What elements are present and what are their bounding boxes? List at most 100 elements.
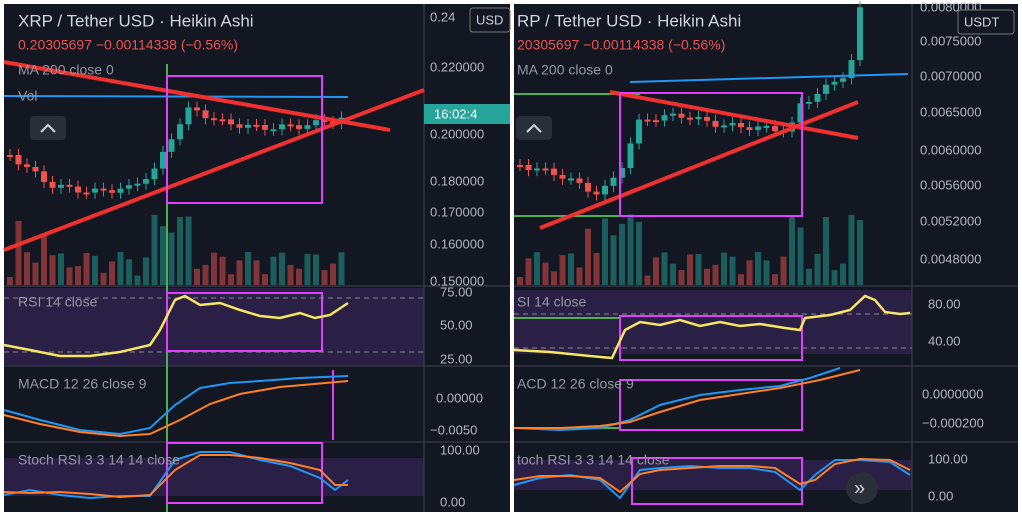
volume-bar <box>296 268 302 285</box>
stoch-band <box>4 458 424 496</box>
stoch-axis: 100.00 <box>440 442 480 457</box>
candle <box>823 84 829 94</box>
volume-bar <box>253 260 260 285</box>
collapse-button[interactable] <box>516 116 552 140</box>
stoch-band <box>514 460 912 490</box>
candle <box>610 177 617 186</box>
candle <box>814 93 821 102</box>
candle <box>49 181 56 188</box>
volume-bar <box>610 235 617 285</box>
volume-bar <box>245 252 251 285</box>
volume-bar <box>279 252 285 285</box>
candle <box>41 171 47 182</box>
volume-bar <box>797 227 804 285</box>
candle <box>219 119 226 122</box>
candle <box>7 155 13 157</box>
time-label: 16:02:4 <box>434 106 477 121</box>
volume-bar <box>593 252 600 285</box>
volume-bar <box>177 216 183 285</box>
right-panel: » RP / Tether USD · Heikin Ashi 20305697… <box>513 0 1018 512</box>
volume-bar <box>7 277 13 285</box>
candle <box>228 119 234 125</box>
candle <box>296 125 302 129</box>
volume-bar <box>789 215 795 285</box>
price-label: 0.0060000 <box>920 142 981 157</box>
candle <box>542 168 549 171</box>
candle <box>253 124 260 127</box>
volume-bar <box>670 263 676 285</box>
rsi-label: SI 14 close <box>517 294 586 310</box>
stoch-label: toch RSI 3 3 14 14 close <box>517 452 670 468</box>
volume-bar <box>746 260 753 285</box>
candle <box>636 119 642 144</box>
price-label: 0.160000 <box>430 236 484 251</box>
volume-bar <box>236 260 243 285</box>
volume-bar <box>619 223 625 285</box>
volume-bar <box>602 218 608 285</box>
volume-bar <box>687 254 693 285</box>
quote: 0.20305697 −0.00114338 (−0.56%) <box>18 37 238 53</box>
volume-bar <box>857 220 863 285</box>
rsi-band <box>514 290 912 354</box>
symbol-title: RP / Tether USD · Heikin Ashi <box>517 11 741 30</box>
candle <box>687 117 693 120</box>
highlight-box <box>619 379 803 431</box>
candle <box>117 188 124 193</box>
chevron-icon <box>40 123 56 133</box>
rsi-label: RSI 14 close <box>18 294 98 310</box>
collapse-button[interactable] <box>30 116 66 140</box>
volume-bar <box>627 214 634 285</box>
candle <box>236 124 243 128</box>
candle <box>755 126 761 131</box>
price-label: 0.0075000 <box>920 33 981 48</box>
price-label: 0.0065000 <box>920 104 981 119</box>
candle <box>619 167 625 178</box>
scroll-icon: » <box>854 477 865 499</box>
rsi-line <box>3 294 349 358</box>
candle <box>126 185 132 189</box>
candle <box>678 113 685 118</box>
price-label: 0.150000 <box>430 273 484 288</box>
volume-bar <box>83 252 90 285</box>
volume-bar <box>66 267 73 285</box>
candle <box>321 120 328 123</box>
stoch-d <box>513 457 911 494</box>
candle <box>75 186 81 193</box>
volume-bar <box>151 214 158 285</box>
candle <box>551 168 557 175</box>
ma-label: MA 200 close 0 <box>517 62 613 78</box>
stoch-d <box>3 454 348 499</box>
candle <box>83 192 90 195</box>
candles <box>517 1 863 285</box>
highlight-box <box>166 292 323 352</box>
candle <box>797 103 804 123</box>
candle <box>593 191 600 195</box>
volume-bar <box>15 220 22 285</box>
volume-bar <box>806 268 812 285</box>
candle <box>24 164 30 167</box>
currency-box[interactable] <box>469 7 511 33</box>
candle <box>670 113 676 116</box>
volume-bar <box>168 232 175 285</box>
volume-bar <box>32 262 39 285</box>
volume-bar <box>228 274 234 285</box>
volume-bar <box>848 214 855 285</box>
candle <box>848 60 855 79</box>
macd-axis: −0.000200 <box>922 415 984 430</box>
scroll-button[interactable] <box>846 472 878 504</box>
price-label: 0.220000 <box>430 59 484 74</box>
macd-line <box>513 367 841 432</box>
candle <box>109 190 115 193</box>
price-label: 0.0056000 <box>920 177 981 192</box>
volume-bar <box>202 264 209 285</box>
candle <box>602 185 608 195</box>
currency: USDT <box>964 14 999 29</box>
candle <box>194 107 200 111</box>
volume-bar <box>695 253 702 285</box>
volume-bar <box>840 263 846 285</box>
stoch-k <box>3 451 349 500</box>
volume-bar <box>41 233 47 285</box>
currency-box[interactable] <box>957 9 1015 35</box>
candle <box>168 139 175 152</box>
candle <box>287 124 294 127</box>
